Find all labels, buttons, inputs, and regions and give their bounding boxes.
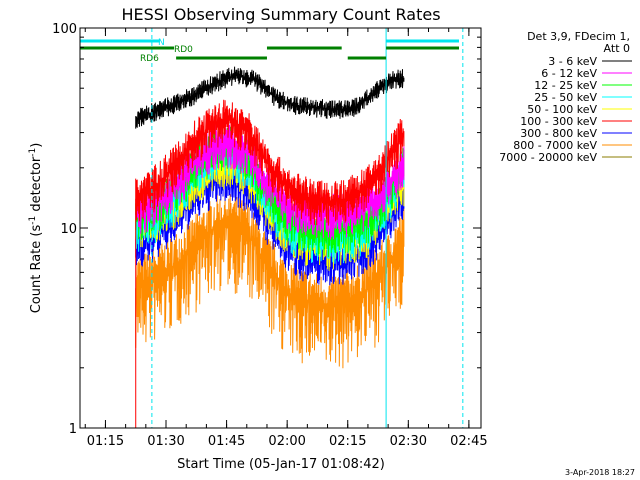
y-axis-label: Count Rate (s-1 detector-1) xyxy=(28,143,44,314)
legend-header-line-1: Det 3,9, FDecim 1, xyxy=(527,30,630,43)
legend-header-line-2: Att 0 xyxy=(604,42,630,55)
footer-date: 3-Apr-2018 18:27 xyxy=(565,468,635,477)
legend-label: 7000 - 20000 keV xyxy=(499,151,597,164)
x-tick-label: 02:45 xyxy=(450,434,487,449)
x-tick-label: 02:30 xyxy=(390,434,427,449)
legend-label: 300 - 800 keV xyxy=(520,127,597,140)
series-layer xyxy=(135,66,405,428)
y-tick-label: 1 xyxy=(69,422,77,437)
y-axis-label-sup1: -1 xyxy=(28,216,38,225)
x-axis-label: Start Time (05-Jan-17 01:08:42) xyxy=(177,457,385,472)
legend-label: 6 - 12 keV xyxy=(541,67,597,80)
x-tick-label: 01:30 xyxy=(147,434,184,449)
y-tick-label: 100 xyxy=(52,22,77,37)
tick-layer: 01:15 01:30 01:45 02:00 02:15 02:30 02:45 1 10 10… xyxy=(52,22,487,449)
x-tick-label: 02:15 xyxy=(329,434,366,449)
chart-title: HESSI Observing Summary Count Rates xyxy=(121,5,440,24)
legend-label: 800 - 7000 keV xyxy=(513,139,597,152)
legend-label: 100 - 300 keV xyxy=(520,115,597,128)
y-axis-label-end: ) xyxy=(29,143,44,148)
x-tick-label: 01:45 xyxy=(208,434,245,449)
series-line xyxy=(135,99,405,226)
x-tick-label: 02:00 xyxy=(268,434,305,449)
y-tick-label: 10 xyxy=(60,222,77,237)
flag-label: RD0 xyxy=(174,45,193,55)
legend-label: 25 - 50 keV xyxy=(534,91,597,104)
flag-label: N xyxy=(158,38,165,48)
legend-label: 3 - 6 keV xyxy=(548,55,597,68)
x-tick-label: 01:15 xyxy=(87,434,124,449)
y-axis-label-mid: detector xyxy=(29,156,44,216)
series-line xyxy=(135,66,405,129)
flag-label: RD6 xyxy=(140,54,159,64)
flag-layer: N RD0 RD6 xyxy=(80,38,459,64)
y-axis-label-sup2: -1 xyxy=(28,148,38,157)
legend-label: 50 - 100 keV xyxy=(527,103,597,116)
legend-label: 12 - 25 keV xyxy=(534,79,597,92)
series-line xyxy=(135,192,405,369)
y-axis-label-main: Count Rate (s xyxy=(29,225,44,314)
